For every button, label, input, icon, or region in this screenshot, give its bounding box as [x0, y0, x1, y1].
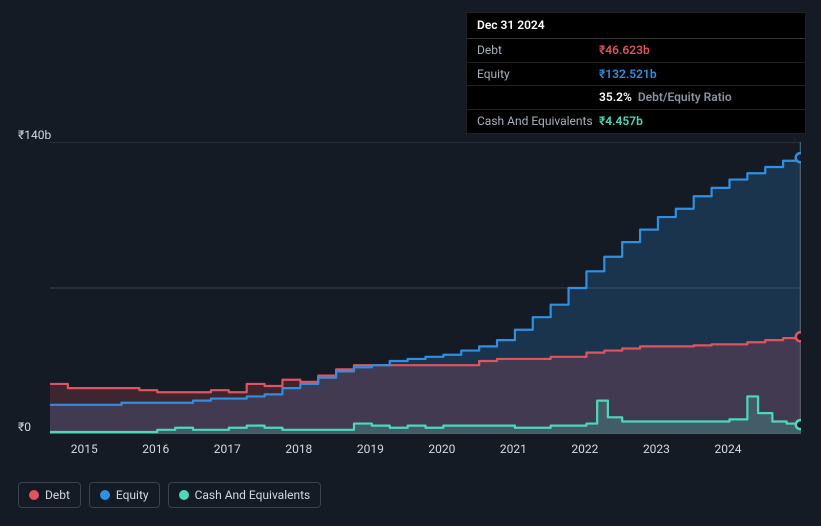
legend-label: Equity	[116, 488, 149, 502]
x-axis-tick: 2016	[142, 442, 169, 456]
tooltip-row: Debt₹46.623b	[467, 39, 805, 63]
debt-end-dot	[796, 332, 801, 341]
cash-end-dot	[796, 420, 801, 429]
y-axis-label: ₹140b	[18, 128, 51, 142]
tooltip-date: Dec 31 2024	[467, 13, 805, 39]
legend-swatch	[100, 490, 110, 500]
tooltip-row-value: ₹4.457b	[599, 113, 643, 130]
legend: Debt Equity Cash And Equivalents	[18, 482, 321, 508]
debt-area	[50, 337, 800, 434]
x-axis-tick: 2019	[357, 442, 384, 456]
tooltip-row: Equity₹132.521b	[467, 63, 805, 87]
chart-plot[interactable]	[50, 142, 801, 434]
x-axis-tick: 2024	[714, 442, 741, 456]
x-axis-tick: 2017	[214, 442, 241, 456]
tooltip-row-label: Cash And Equivalents	[477, 113, 599, 130]
chart-root: Dec 31 2024 Debt₹46.623bEquity₹132.521b3…	[0, 0, 821, 526]
y-axis-label: ₹0	[18, 420, 31, 434]
x-axis-tick: 2023	[643, 442, 670, 456]
x-axis-tick: 2021	[500, 442, 527, 456]
x-axis-tick: 2022	[571, 442, 598, 456]
tooltip-row-label: Equity	[477, 66, 599, 83]
legend-swatch	[179, 490, 189, 500]
tooltip-row: Cash And Equivalents₹4.457b	[467, 110, 805, 133]
legend-swatch	[29, 490, 39, 500]
legend-label: Debt	[45, 488, 70, 502]
x-axis-tick: 2015	[71, 442, 98, 456]
equity-end-dot	[796, 153, 801, 162]
legend-item[interactable]: Equity	[89, 482, 160, 508]
legend-item[interactable]: Cash And Equivalents	[168, 482, 322, 508]
legend-label: Cash And Equivalents	[195, 488, 311, 502]
x-axis-tick: 2018	[285, 442, 312, 456]
tooltip-row-value: 35.2% Debt/Equity Ratio	[599, 89, 732, 106]
tooltip-row-label	[477, 89, 599, 106]
x-axis-tick: 2020	[428, 442, 455, 456]
tooltip-row-value: ₹46.623b	[599, 42, 650, 59]
tooltip-row-value: ₹132.521b	[599, 66, 657, 83]
legend-item[interactable]: Debt	[18, 482, 81, 508]
tooltip-row-label: Debt	[477, 42, 599, 59]
tooltip-row: 35.2% Debt/Equity Ratio	[467, 86, 805, 110]
tooltip-panel: Dec 31 2024 Debt₹46.623bEquity₹132.521b3…	[466, 12, 806, 134]
